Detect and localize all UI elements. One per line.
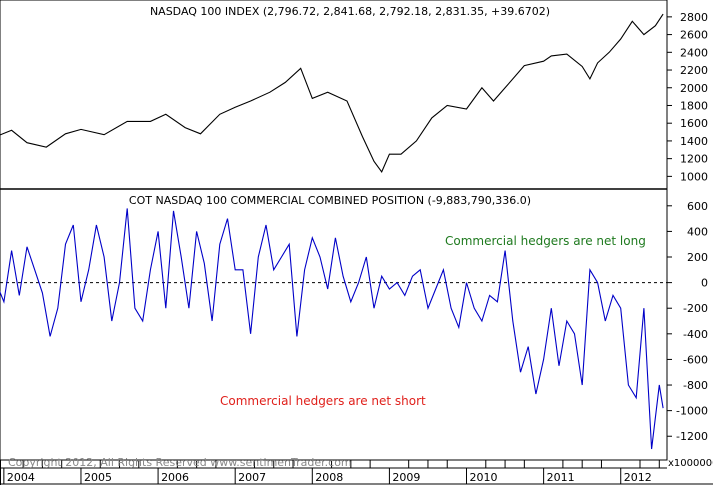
index-y-tick-label: 1400 [680, 135, 708, 148]
index-series-line [0, 13, 664, 174]
cot-y-tick-label: 600 [687, 200, 708, 213]
plot-frame [0, 0, 668, 461]
x-tick-label: 2010 [470, 471, 498, 484]
x-tick-label: 2007 [238, 471, 266, 484]
x-tick-label: 2011 [547, 471, 575, 484]
cot-series-line [0, 208, 664, 450]
x-tick-label: 2009 [392, 471, 420, 484]
index-title: NASDAQ 100 INDEX (2,796.72, 2,841.68, 2,… [150, 5, 550, 18]
cot-y-tick-label: -200 [683, 302, 708, 315]
cot-y-tick-label: 400 [687, 225, 708, 238]
cot-y-tick-label: -600 [683, 353, 708, 366]
index-y-axis: 2800 2600 2400 2200 2000 1800 1600 1400 1200 1000 [667, 11, 708, 183]
cot-y-tick-label: 200 [687, 251, 708, 264]
x-tick-label: 2008 [315, 471, 343, 484]
index-y-tick-label: 1000 [680, 170, 708, 183]
cot-y-tick-label: -400 [683, 328, 708, 341]
x-axis: 2004 2005 2006 2007 2008 2009 2010 2011 2012 [3, 460, 660, 484]
unit-label: x10000000 [668, 458, 713, 469]
index-y-tick-label: 1800 [680, 99, 708, 112]
x-tick-label: 2005 [84, 471, 112, 484]
index-y-tick-label: 2200 [680, 64, 708, 77]
x-tick-label: 2006 [161, 471, 189, 484]
cot-y-tick-label: -1000 [676, 405, 708, 418]
cot-y-tick-label: 0 [701, 277, 708, 290]
index-y-tick-label: 2400 [680, 46, 708, 59]
index-y-tick-label: 1200 [680, 153, 708, 166]
cot-y-axis: 600 400 200 0 -200 -400 -600 -800 -1000 -1200 [667, 200, 708, 443]
net-short-annotation: Commercial hedgers are net short [220, 394, 426, 408]
cot-y-tick-label: -800 [683, 379, 708, 392]
x-tick-label: 2012 [624, 471, 652, 484]
index-y-tick-label: 1600 [680, 117, 708, 130]
cot-y-tick-label: -1200 [676, 430, 708, 443]
net-long-annotation: Commercial hedgers are net long [445, 234, 646, 248]
copyright-text: Copyright 2012, All Rights Reserved www.… [8, 456, 352, 469]
index-y-tick-label: 2000 [680, 82, 708, 95]
x-tick-label: 2004 [7, 471, 35, 484]
cot-title: COT NASDAQ 100 COMMERCIAL COMBINED POSIT… [129, 194, 531, 207]
index-y-tick-label: 2800 [680, 11, 708, 24]
index-y-tick-label: 2600 [680, 29, 708, 42]
